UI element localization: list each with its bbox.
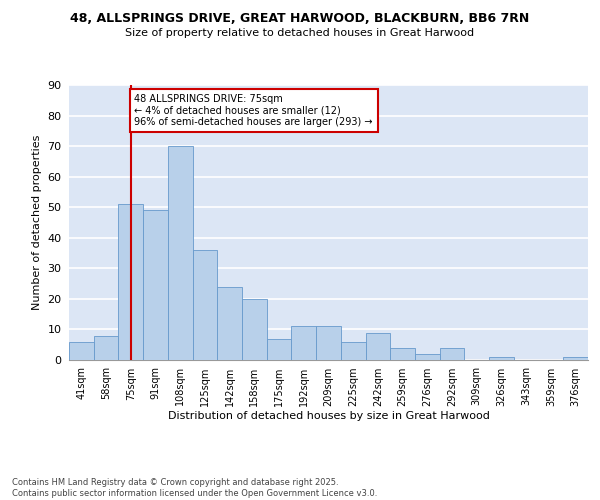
Bar: [242, 299, 267, 360]
Bar: [94, 336, 118, 360]
Bar: [316, 326, 341, 360]
Text: Size of property relative to detached houses in Great Harwood: Size of property relative to detached ho…: [125, 28, 475, 38]
Bar: [292, 326, 316, 360]
Y-axis label: Number of detached properties: Number of detached properties: [32, 135, 41, 310]
Text: 48, ALLSPRINGS DRIVE, GREAT HARWOOD, BLACKBURN, BB6 7RN: 48, ALLSPRINGS DRIVE, GREAT HARWOOD, BLA…: [70, 12, 530, 26]
Bar: [341, 342, 365, 360]
Bar: [440, 348, 464, 360]
Bar: [489, 357, 514, 360]
Bar: [143, 210, 168, 360]
Bar: [415, 354, 440, 360]
Bar: [193, 250, 217, 360]
Bar: [168, 146, 193, 360]
X-axis label: Distribution of detached houses by size in Great Harwood: Distribution of detached houses by size …: [167, 412, 490, 422]
Bar: [563, 357, 588, 360]
Bar: [390, 348, 415, 360]
Bar: [118, 204, 143, 360]
Bar: [365, 332, 390, 360]
Text: Contains HM Land Registry data © Crown copyright and database right 2025.
Contai: Contains HM Land Registry data © Crown c…: [12, 478, 377, 498]
Bar: [69, 342, 94, 360]
Text: 48 ALLSPRINGS DRIVE: 75sqm
← 4% of detached houses are smaller (12)
96% of semi-: 48 ALLSPRINGS DRIVE: 75sqm ← 4% of detac…: [134, 94, 373, 128]
Bar: [217, 286, 242, 360]
Bar: [267, 338, 292, 360]
